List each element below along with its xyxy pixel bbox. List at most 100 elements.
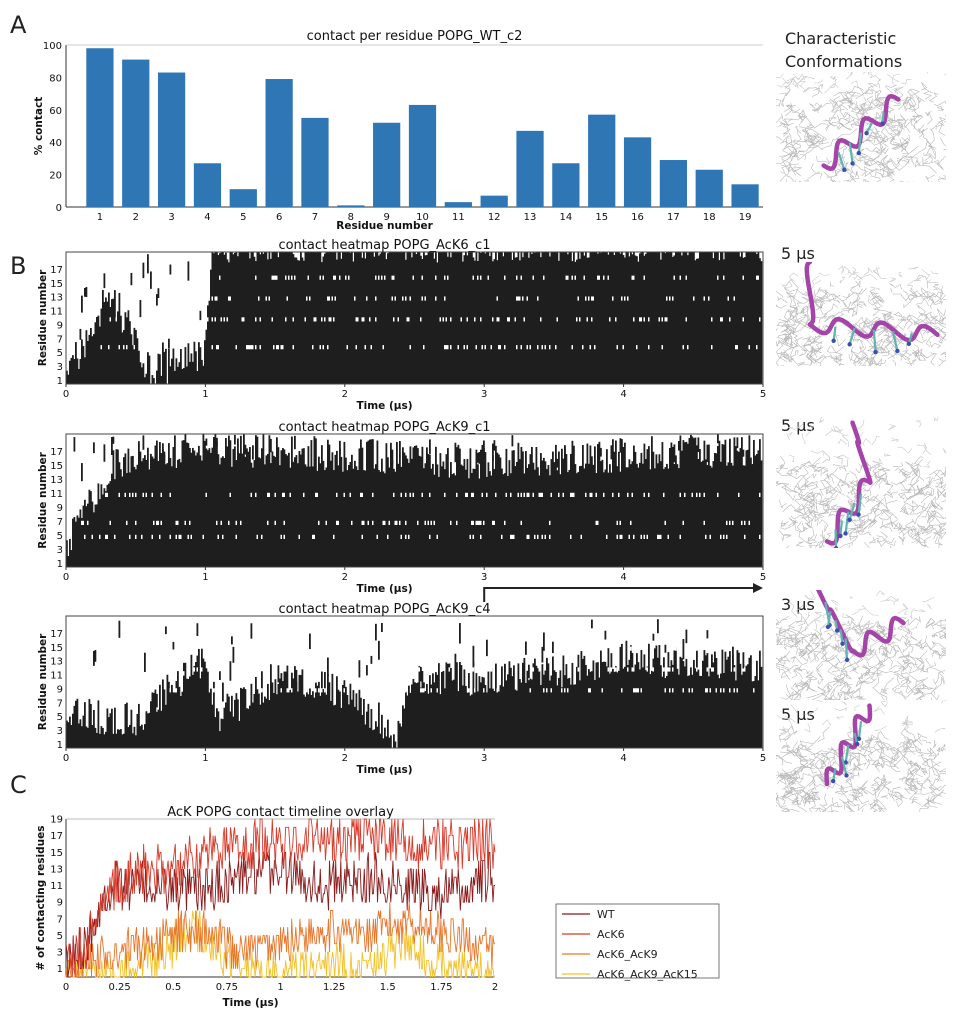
- lipid-chain: [899, 352, 910, 361]
- heatmap-column: [255, 676, 257, 748]
- y-tick-label: 15: [50, 279, 63, 290]
- heatmap-column: [279, 678, 281, 748]
- heatmap-gap: [322, 345, 325, 350]
- heatmap-column: [94, 504, 97, 567]
- lipid-chain: [935, 124, 946, 136]
- heatmap-column: [297, 260, 299, 384]
- heatmap-column: [415, 254, 418, 384]
- lipid-chain: [904, 97, 912, 109]
- heatmap-gap: [394, 296, 397, 301]
- heatmap-column: [697, 669, 700, 748]
- x-tick-label: 17: [667, 212, 680, 223]
- lipid-chain: [853, 271, 863, 280]
- heatmap-column: [276, 252, 278, 384]
- lipid-chain: [870, 669, 894, 675]
- lipid-chain: [850, 292, 861, 306]
- heatmap-speck: [84, 288, 86, 297]
- heatmap-gap: [259, 345, 262, 350]
- heatmap-column: [556, 470, 559, 567]
- heatmap-column: [735, 446, 737, 567]
- heatmap-gap: [748, 520, 751, 525]
- heatmap-gap: [550, 492, 553, 497]
- heatmap-column: [418, 455, 421, 567]
- heatmap-column: [723, 259, 725, 384]
- x-tick-label: 1.5: [380, 982, 396, 993]
- lipid-chain: [864, 167, 879, 178]
- heatmap-gap: [594, 345, 596, 350]
- heatmap-column: [322, 259, 325, 384]
- heatmap-column: [481, 444, 484, 567]
- heatmap-column: [475, 449, 478, 567]
- lipid-chain: [786, 317, 805, 332]
- lipid-chain: [913, 790, 933, 795]
- lipid-chain: [789, 464, 802, 472]
- heatmap-column: [183, 675, 185, 748]
- heatmap-gap: [357, 317, 359, 322]
- lipid-chain: [787, 426, 800, 430]
- heatmap-speck: [279, 465, 281, 478]
- heatmap-column: [444, 252, 446, 384]
- heatmap-column: [75, 521, 77, 567]
- lipid-chain: [800, 759, 814, 768]
- x-tick-label: 2: [342, 389, 348, 400]
- heatmap-column: [135, 735, 137, 748]
- lipid-chain: [800, 679, 811, 692]
- heatmap-column: [291, 252, 293, 384]
- lipid-chain: [825, 690, 839, 700]
- heatmap-column: [726, 659, 728, 748]
- heatmap-column: [498, 454, 500, 567]
- heatmap-column: [726, 465, 728, 567]
- heatmap-gap: [397, 317, 400, 322]
- heatmap-column: [232, 254, 235, 384]
- heatmap-column: [411, 458, 413, 567]
- lipid-chain: [822, 693, 827, 700]
- lipid-chain: [886, 491, 892, 496]
- y-tick-label: 11: [50, 671, 63, 682]
- heatmap-column: [370, 439, 373, 567]
- heatmap-column: [478, 252, 481, 384]
- lipid-chain: [914, 538, 926, 548]
- heatmap-column: [216, 252, 218, 384]
- heatmap-gap: [756, 345, 758, 350]
- heatmap-gap: [213, 688, 215, 693]
- lipid-chain: [876, 160, 892, 166]
- heatmap-column: [484, 452, 487, 567]
- heatmap-column: [535, 665, 538, 748]
- lipid-chain: [879, 755, 901, 764]
- lipid-chain: [932, 285, 944, 300]
- heatmap-column: [651, 670, 653, 748]
- heatmap-column: [396, 252, 398, 384]
- lipid-chain: [940, 331, 946, 344]
- lipid-chain: [843, 695, 856, 700]
- lipid-chain: [933, 100, 946, 107]
- heatmap-column: [739, 451, 742, 567]
- lipid-chain: [784, 310, 797, 324]
- heatmap-column: [120, 469, 122, 567]
- heatmap-speck: [678, 441, 680, 451]
- heatmap-column: [757, 680, 760, 748]
- heatmap-column: [454, 252, 457, 384]
- heatmap-column: [462, 465, 464, 567]
- heatmap-gap: [405, 534, 407, 539]
- heatmap-column: [631, 461, 634, 567]
- heatmap-column: [340, 456, 343, 567]
- heatmap-column: [367, 440, 370, 567]
- lipid-chain: [920, 489, 932, 504]
- lipid-chain: [829, 473, 845, 483]
- lipid-chain: [799, 126, 827, 139]
- heatmap-column: [70, 357, 73, 384]
- heatmap-column: [193, 341, 196, 384]
- heatmap-column: [688, 437, 691, 567]
- lipid-chain: [803, 171, 820, 182]
- lipid-chain: [795, 648, 807, 657]
- heatmap-column: [577, 654, 580, 748]
- lipid-chain: [913, 114, 924, 129]
- heatmap-column: [672, 446, 674, 567]
- heatmap-column: [528, 464, 530, 567]
- y-axis-label: % contact: [33, 97, 45, 155]
- lipid-chain: [909, 777, 921, 785]
- heatmap-column: [702, 660, 704, 748]
- heatmap-column: [511, 259, 514, 384]
- heatmap-column: [708, 252, 710, 384]
- heatmap-column: [349, 462, 352, 567]
